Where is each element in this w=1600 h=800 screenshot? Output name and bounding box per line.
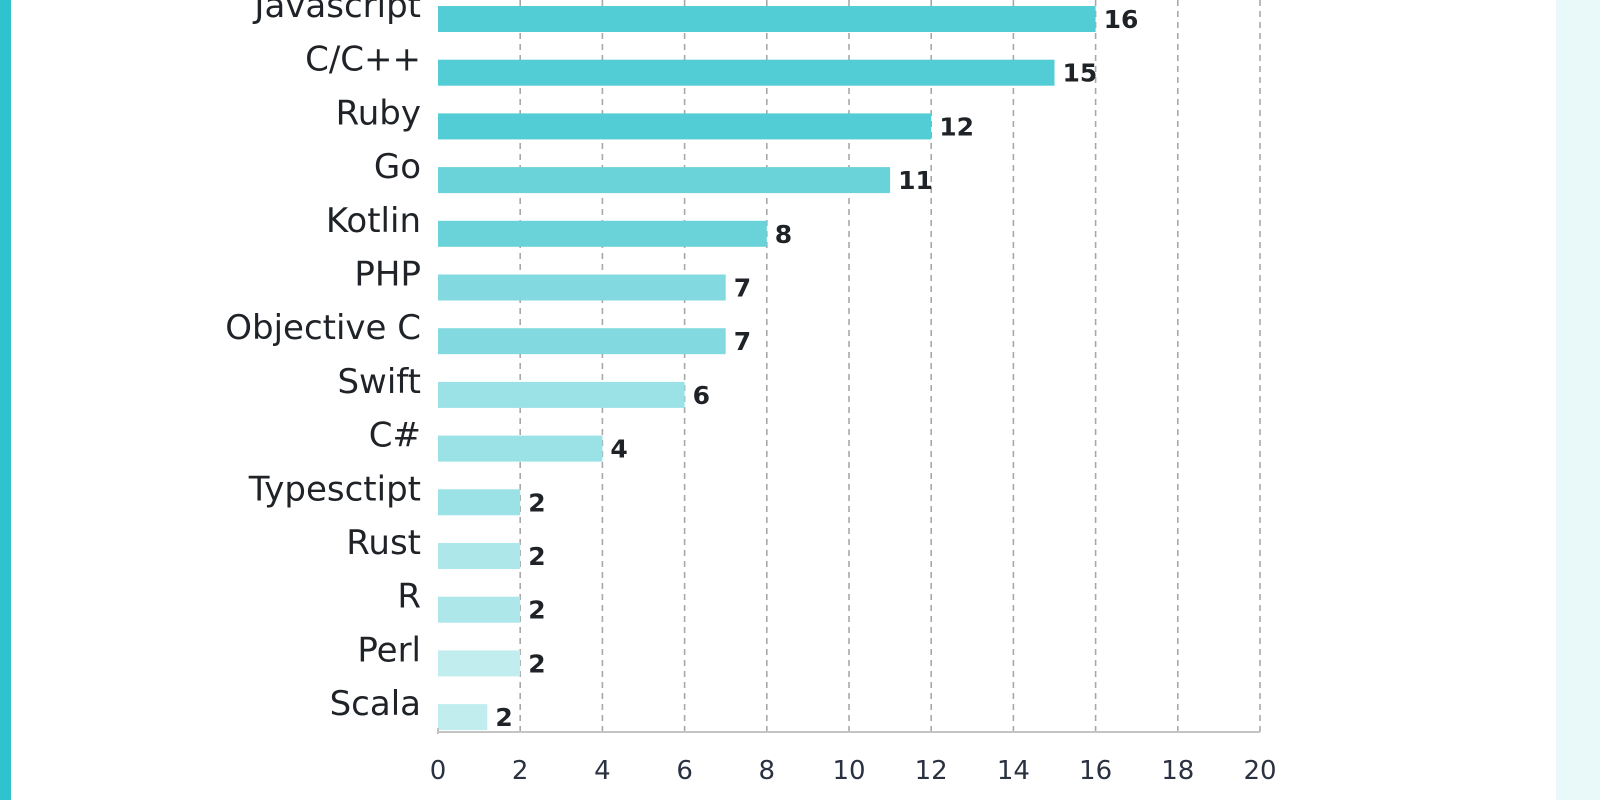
category-label: Typesctipt (248, 469, 421, 509)
category-label: Objective C (225, 308, 421, 348)
x-tick-label: 10 (832, 756, 865, 786)
category-label: Rust (346, 523, 421, 563)
bar-objective-c (438, 328, 726, 355)
right-side-panel (1556, 0, 1600, 800)
bar-kotlin (438, 220, 767, 247)
bar-perl (438, 650, 521, 677)
left-accent-stripe (0, 0, 11, 800)
label-layer: Javascript 16 C/C++ 15 Ruby 12 Go 11 Kotlin 8 PHP 7… (225, 0, 1276, 786)
x-tick-label: 8 (759, 756, 776, 786)
x-tick-label: 14 (997, 756, 1030, 786)
bar-c-c- (438, 59, 1055, 86)
category-label: Perl (357, 630, 421, 670)
value-label: 16 (1104, 5, 1139, 34)
value-label: 4 (610, 435, 627, 464)
category-label: Javascript (252, 0, 421, 26)
value-label: 7 (734, 274, 751, 303)
x-tick-label: 0 (430, 756, 447, 786)
category-label: PHP (354, 255, 421, 295)
value-label: 2 (528, 596, 545, 625)
value-label: 2 (495, 703, 512, 732)
bar-scala (438, 704, 488, 731)
category-label: C/C++ (305, 40, 421, 80)
value-label: 8 (775, 220, 792, 249)
category-label: Kotlin (326, 201, 421, 241)
bar-go (438, 167, 891, 194)
category-label: Ruby (336, 93, 421, 133)
value-label: 2 (528, 542, 545, 571)
bar-c- (438, 435, 603, 462)
value-label: 6 (693, 381, 710, 410)
bar-rust (438, 543, 521, 569)
category-label: Scala (330, 684, 421, 724)
x-tick-label: 2 (512, 756, 529, 786)
value-label: 2 (528, 649, 545, 678)
bar-ruby (438, 113, 932, 140)
bar-typesctipt (438, 489, 521, 516)
x-tick-label: 12 (915, 756, 948, 786)
value-label: 12 (939, 112, 974, 141)
category-label: C# (369, 416, 421, 456)
category-label: Go (374, 147, 421, 187)
x-tick-label: 18 (1161, 756, 1194, 786)
grid-layer (519, 0, 1261, 732)
bar-layer (438, 6, 1096, 731)
x-tick-label: 16 (1079, 756, 1112, 786)
x-tick-label: 6 (676, 756, 693, 786)
bar-javascript (438, 6, 1096, 32)
x-tick-label: 20 (1243, 756, 1276, 786)
axis-layer (437, 728, 1260, 734)
bar-r (438, 596, 521, 623)
category-label: Swift (337, 362, 421, 402)
value-label: 2 (528, 488, 545, 517)
value-label: 15 (1063, 59, 1098, 88)
category-label: R (397, 577, 421, 617)
bar-php (438, 274, 726, 301)
value-label: 7 (734, 327, 751, 356)
x-tick-label: 4 (594, 756, 611, 786)
value-label: 11 (898, 166, 933, 195)
bar-swift (438, 381, 685, 408)
